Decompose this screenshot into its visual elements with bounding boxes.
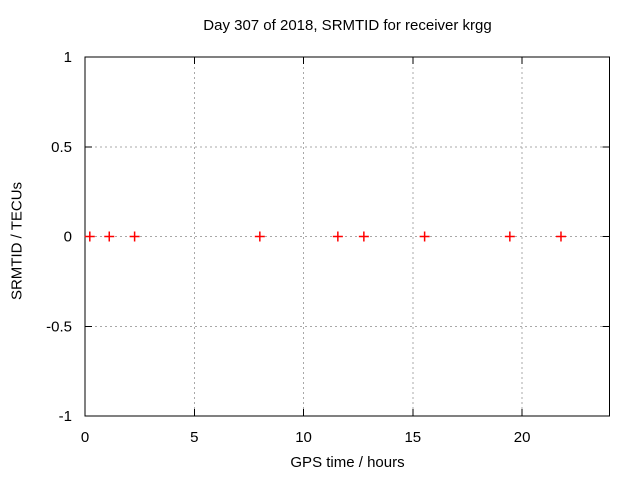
- y-tick-label-0.5: 0.5: [51, 139, 72, 156]
- data-point: [104, 231, 115, 242]
- chart-title: Day 307 of 2018, SRMTID for receiver krg…: [203, 17, 492, 34]
- x-tick-label-5: 5: [190, 429, 198, 446]
- data-point: [332, 231, 343, 242]
- x-tick-label-0: 0: [81, 429, 89, 446]
- data-point: [504, 231, 515, 242]
- data-point: [84, 231, 95, 242]
- y-tick-label-1: 1: [64, 49, 72, 66]
- x-axis-label: GPS time / hours: [290, 454, 405, 471]
- data-point: [254, 231, 265, 242]
- y-tick-label--1: -1: [59, 408, 72, 425]
- x-tick-label-20: 20: [514, 429, 531, 446]
- y-tick-label-0: 0: [64, 229, 72, 246]
- x-tick-label-10: 10: [295, 429, 312, 446]
- data-point: [129, 231, 140, 242]
- x-tick-label-15: 15: [404, 429, 421, 446]
- data-point: [358, 231, 369, 242]
- data-point: [419, 231, 430, 242]
- y-tick-label--0.5: -0.5: [46, 318, 72, 335]
- data-point: [555, 231, 566, 242]
